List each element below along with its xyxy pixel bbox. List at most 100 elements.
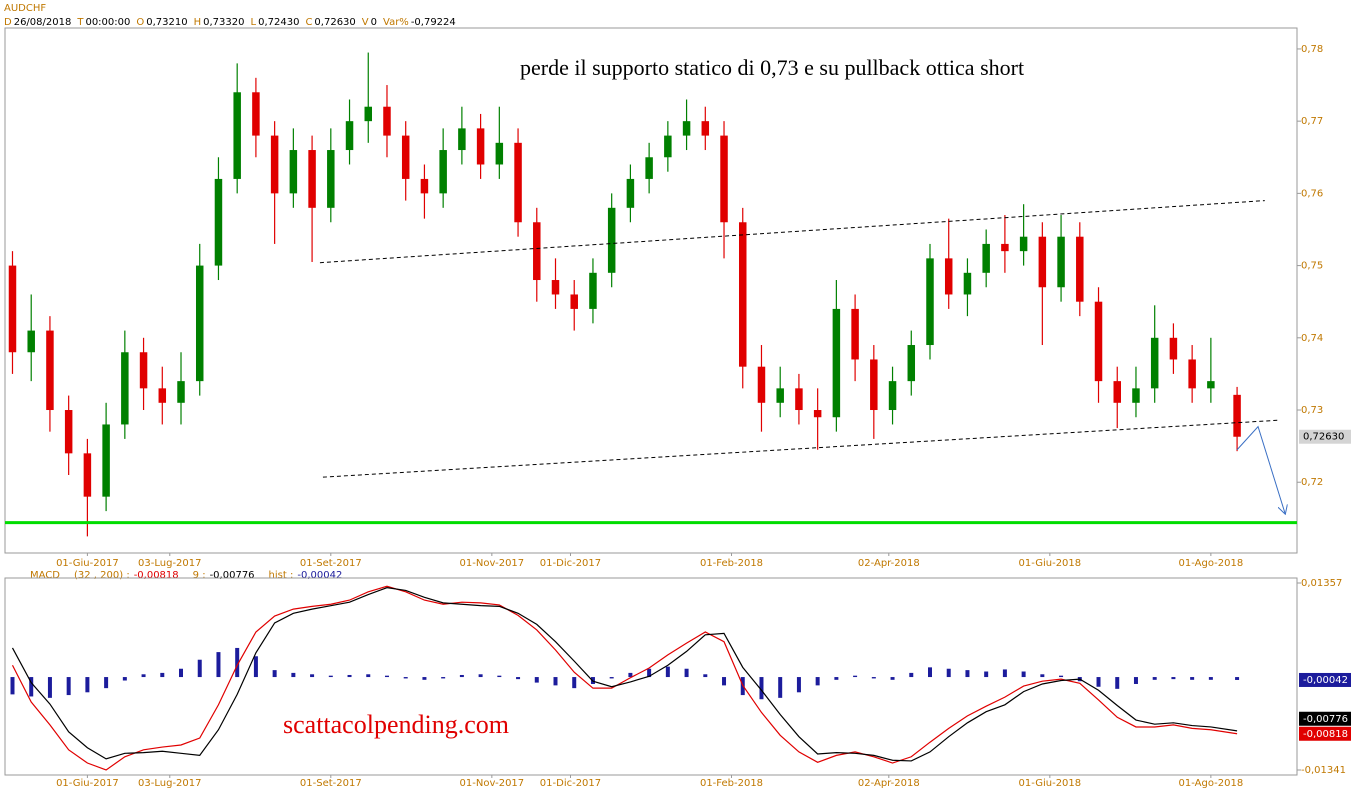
legend-value: -0,00776 xyxy=(210,570,255,581)
candle-body xyxy=(888,381,897,411)
y-tick-label: -0,01341 xyxy=(1301,765,1346,776)
x-tick-label: 01-Dic-2017 xyxy=(540,778,601,789)
x-tick-label: 01-Nov-2017 xyxy=(460,778,525,789)
x-tick-label: 01-Set-2017 xyxy=(300,778,362,789)
candle-body xyxy=(8,265,17,353)
info-key: D xyxy=(4,17,12,28)
y-tick-label: 0,77 xyxy=(1301,116,1323,127)
candle-body xyxy=(177,381,185,403)
legend-name: hist : xyxy=(269,570,294,581)
macd-line xyxy=(11,585,1238,771)
y-tick-label: 0,76 xyxy=(1301,188,1323,199)
x-tick-label: 03-Lug-2017 xyxy=(138,778,201,789)
info-value: 0,73320 xyxy=(203,17,244,28)
value-box xyxy=(1299,711,1351,726)
drawing-dashed xyxy=(319,200,1265,264)
y-tick-label: 0,74 xyxy=(1301,333,1323,344)
candle-body xyxy=(401,135,410,179)
candle-body xyxy=(514,142,522,223)
panel-frame xyxy=(4,27,1298,554)
info-key: H xyxy=(194,17,202,28)
candle-body xyxy=(327,150,335,208)
candle-body xyxy=(476,128,485,165)
candle-body xyxy=(439,150,447,194)
candle-body xyxy=(214,178,223,266)
x-tick-label: 01-Dic-2017 xyxy=(540,558,601,569)
candle-body xyxy=(308,150,316,208)
legend-value: -0,00042 xyxy=(297,570,342,581)
candle-body xyxy=(776,388,784,403)
value-box xyxy=(1299,672,1351,687)
candle-body xyxy=(870,359,878,411)
last-price-label: 0,72630 xyxy=(1303,432,1344,443)
info-value: 0,72430 xyxy=(258,17,299,28)
candle-body xyxy=(27,330,35,353)
legend-name: (32 , 200) : xyxy=(74,570,130,581)
y-tick-label: 0,78 xyxy=(1301,44,1323,55)
candle-body xyxy=(364,106,373,122)
candle-body xyxy=(420,178,429,194)
candle-body xyxy=(1094,301,1103,382)
candle-body xyxy=(1132,388,1140,403)
candle-body xyxy=(813,410,822,418)
info-key: V xyxy=(362,17,369,28)
candle-body xyxy=(1188,359,1196,389)
candle-body xyxy=(1207,381,1215,389)
candle-body xyxy=(720,135,728,223)
candle-body xyxy=(158,388,167,403)
legend-value: -0,00818 xyxy=(134,570,179,581)
candle-body xyxy=(926,258,934,346)
x-tick-label: 01-Giu-2017 xyxy=(56,778,119,789)
x-tick-label: 02-Apr-2018 xyxy=(858,558,920,569)
candle-body xyxy=(589,272,597,309)
candle-body xyxy=(795,388,803,411)
annotation: scattacolpending.com xyxy=(283,710,509,739)
info-value: 00:00:00 xyxy=(85,17,130,28)
info-key: L xyxy=(251,17,257,28)
candle-body xyxy=(102,424,110,497)
candle-body xyxy=(963,272,972,295)
panel-frame xyxy=(4,577,1298,776)
y-tick-label: 0,75 xyxy=(1301,261,1323,272)
x-tick-label: 02-Apr-2018 xyxy=(858,778,920,789)
candle-body xyxy=(345,121,354,151)
candle-body xyxy=(252,92,260,136)
candle-body xyxy=(1233,394,1241,437)
value-box xyxy=(1299,726,1351,741)
candle-body xyxy=(458,128,466,151)
candle-body xyxy=(195,265,204,382)
candle-body xyxy=(533,222,541,281)
symbol: AUDCHF xyxy=(4,3,46,14)
candle-body xyxy=(270,135,279,194)
candle-body xyxy=(607,207,616,273)
candle-body xyxy=(1057,236,1065,288)
candle-body xyxy=(233,92,241,179)
candle-body xyxy=(46,330,54,411)
value-box-label: -0,00818 xyxy=(1303,729,1348,740)
y-tick-label: 0,72 xyxy=(1301,477,1323,488)
candle-body xyxy=(1169,337,1178,360)
candle-body xyxy=(383,106,391,136)
candle-body xyxy=(64,410,73,454)
info-key: O xyxy=(136,17,144,28)
x-tick-label: 01-Nov-2017 xyxy=(460,558,525,569)
x-tick-label: 01-Giu-2018 xyxy=(1019,558,1082,569)
info-key: T xyxy=(76,17,84,28)
annotation: perde il supporto statico di 0,73 e su p… xyxy=(520,55,1024,80)
info-key: Var% xyxy=(383,17,409,28)
header-info: D 26/08/2018 T 00:00:00 O 0,73210 H 0,73320 L 0,7… xyxy=(4,17,456,28)
legend-title: MACD xyxy=(30,570,60,581)
x-tick-label: 01-Ago-2018 xyxy=(1179,558,1244,569)
info-value: 0,73210 xyxy=(146,17,187,28)
x-tick-label: 01-Giu-2018 xyxy=(1019,778,1082,789)
candle-body xyxy=(701,121,710,136)
info-value: 0,72630 xyxy=(314,17,355,28)
candle-body xyxy=(570,294,578,309)
y-tick-label: 0,73 xyxy=(1301,405,1323,416)
candle-body xyxy=(1001,243,1009,252)
value-box-label: -0,00776 xyxy=(1303,714,1348,725)
x-tick-label: 01-Giu-2017 xyxy=(56,558,119,569)
candle-body xyxy=(121,352,129,425)
